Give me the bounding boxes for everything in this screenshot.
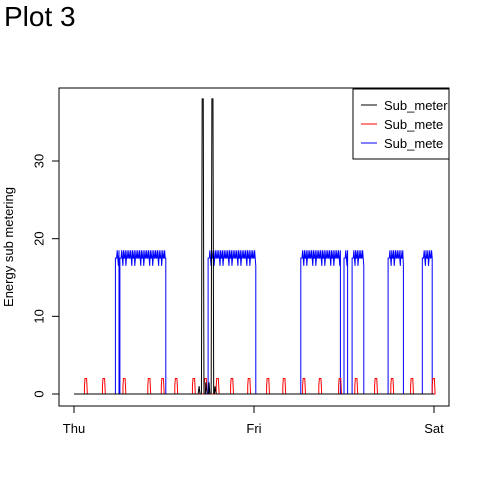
legend-label-1: Sub_meter (384, 98, 448, 113)
x-tick-label-fri: Fri (246, 421, 261, 436)
page-title: Plot 3 (4, 1, 76, 32)
series-sub-metering-3-line (74, 250, 434, 395)
y-tick-label-10: 10 (31, 309, 46, 323)
y-axis-label: Energy sub metering (1, 187, 16, 307)
y-tick-label-30: 30 (31, 154, 46, 168)
legend-label-3: Sub_mete (384, 136, 443, 151)
series-sub-metering-1-line (74, 98, 434, 395)
x-tick-label-sat: Sat (424, 421, 444, 436)
y-tick-label-20: 20 (31, 231, 46, 245)
series-sub-metering-2-line (74, 377, 436, 395)
y-tick-label-0: 0 (31, 390, 46, 397)
legend-label-2: Sub_mete (384, 117, 443, 132)
x-tick-label-thu: Thu (63, 421, 85, 436)
legend: Sub_meter Sub_mete Sub_mete (352, 88, 450, 160)
